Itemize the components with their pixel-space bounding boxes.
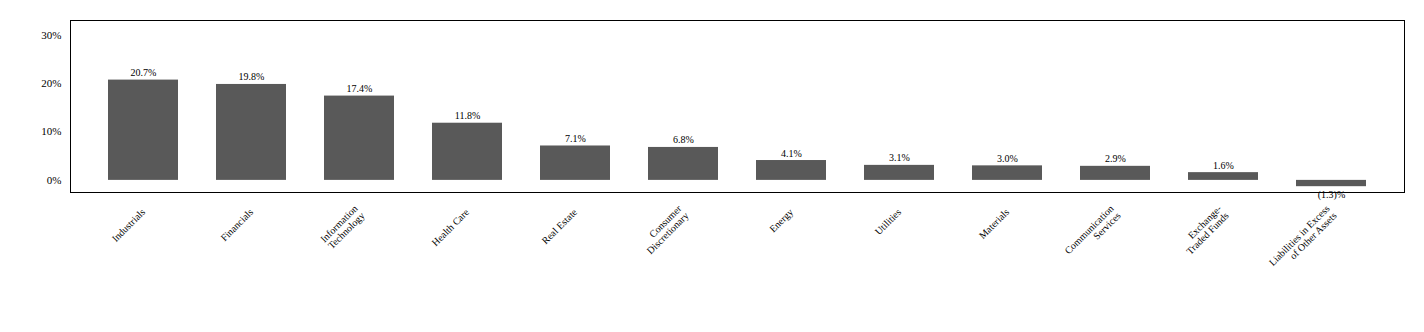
svg-text:6.8%: 6.8%	[673, 134, 694, 145]
svg-text:10%: 10%	[41, 125, 61, 137]
svg-text:20.7%: 20.7%	[131, 67, 157, 78]
svg-text:Industrials: Industrials	[110, 206, 148, 244]
svg-text:11.8%: 11.8%	[455, 110, 480, 121]
svg-text:20%: 20%	[41, 77, 61, 89]
svg-text:1.6%: 1.6%	[1213, 160, 1234, 171]
svg-text:Liabilities in Excessof Other: Liabilities in Excessof Other Assets	[1267, 203, 1339, 275]
svg-text:CommunicationServices: CommunicationServices	[1062, 203, 1122, 263]
svg-text:30%: 30%	[41, 29, 61, 41]
svg-text:4.1%: 4.1%	[781, 148, 802, 159]
svg-text:Health Care: Health Care	[429, 206, 471, 248]
svg-text:17.4%: 17.4%	[347, 83, 373, 94]
svg-text:(1.3)%: (1.3)%	[1318, 189, 1346, 201]
svg-text:3.0%: 3.0%	[997, 153, 1018, 164]
svg-text:19.8%: 19.8%	[239, 71, 265, 82]
svg-text:InformationTechnology: InformationTechnology	[318, 203, 367, 252]
svg-text:ConsumerDiscretionary: ConsumerDiscretionary	[637, 202, 691, 256]
svg-text:0%: 0%	[47, 174, 62, 186]
svg-text:Energy: Energy	[767, 206, 795, 234]
svg-text:Utilities: Utilities	[873, 206, 904, 237]
svg-text:Exchange-Traded Funds: Exchange-Traded Funds	[1177, 203, 1231, 257]
svg-text:Financials: Financials	[218, 206, 255, 243]
svg-text:3.1%: 3.1%	[889, 152, 910, 163]
svg-text:7.1%: 7.1%	[565, 133, 586, 144]
svg-text:Materials: Materials	[977, 206, 1012, 241]
svg-text:Real Estate: Real Estate	[539, 206, 579, 246]
svg-text:2.9%: 2.9%	[1105, 153, 1126, 164]
